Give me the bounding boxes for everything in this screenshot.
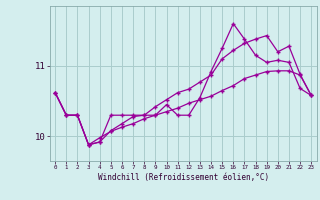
- X-axis label: Windchill (Refroidissement éolien,°C): Windchill (Refroidissement éolien,°C): [98, 173, 269, 182]
